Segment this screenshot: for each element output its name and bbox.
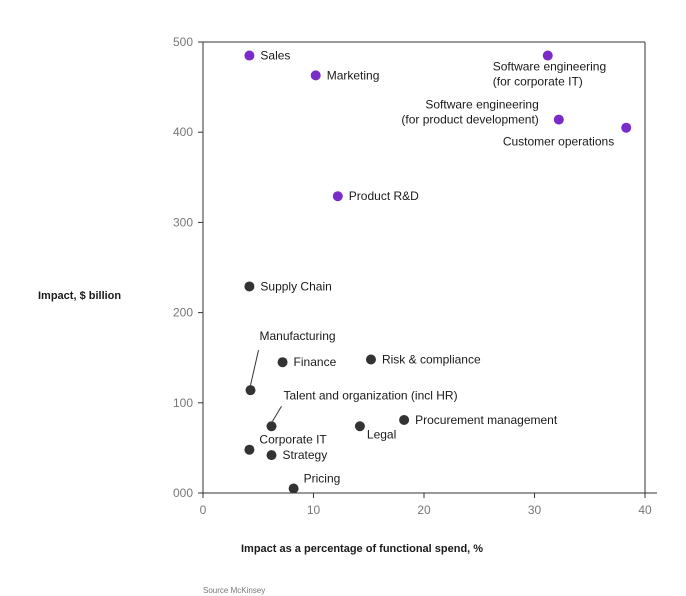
y-tick-label: 400 (173, 125, 193, 139)
point-marketing (310, 70, 321, 81)
point-product-r-d (332, 191, 343, 202)
point-customer-operations (621, 122, 632, 133)
point-label: Sales (260, 49, 290, 63)
point-label: Procurement management (415, 413, 558, 427)
point-talent-and-organization-incl-hr (266, 421, 277, 432)
point-label: Corporate IT (259, 433, 327, 447)
leader-line (272, 405, 282, 422)
x-tick-label: 0 (200, 503, 207, 517)
point-finance (277, 357, 288, 368)
point-label: Software engineering (425, 98, 538, 112)
point-strategy (266, 450, 277, 461)
y-axis-title: Impact, $ billion (38, 290, 121, 302)
point-manufacturing (245, 385, 256, 396)
x-axis-title: Impact as a percentage of functional spe… (241, 543, 483, 555)
point-label: Talent and organization (incl HR) (284, 388, 458, 402)
source-note: Source McKinsey (203, 586, 266, 595)
point-label: Strategy (283, 448, 328, 462)
axes (198, 41, 657, 498)
point-label: (for product development) (401, 113, 538, 127)
x-tick-label: 40 (638, 503, 652, 517)
y-tick-label: 100 (173, 396, 193, 410)
point-label: Marketing (327, 68, 380, 82)
point-label: Risk & compliance (382, 353, 481, 367)
x-tick-label: 10 (307, 503, 321, 517)
point-label: (for corporate IT) (493, 75, 583, 89)
point-software-engineering-for-product-development (553, 114, 564, 125)
point-label: Customer operations (503, 135, 614, 149)
leader-line (250, 350, 260, 386)
point-label: Supply Chain (260, 279, 331, 293)
x-tick-label: 30 (528, 503, 542, 517)
y-tick-label: 000 (173, 486, 193, 500)
point-label: Legal (367, 427, 396, 441)
point-legal (354, 421, 365, 432)
point-label: Product R&D (349, 189, 419, 203)
y-tick-label: 200 (173, 306, 193, 320)
tick-labels: 000 100 200 300 400 500 0 10 20 30 40 (173, 35, 652, 517)
y-tick-label: 300 (173, 215, 193, 229)
point-sales (244, 50, 255, 61)
point-label: Manufacturing (260, 329, 336, 343)
point-supply-chain (244, 281, 255, 292)
y-tick-label: 500 (173, 35, 193, 49)
point-software-engineering-for-corporate-it (542, 50, 553, 61)
point-label: Software engineering (493, 60, 606, 74)
point-label: Finance (294, 355, 337, 369)
x-tick-label: 20 (417, 503, 431, 517)
point-corporate-it (244, 444, 255, 455)
point-risk-compliance (365, 354, 376, 365)
point-procurement-management (399, 414, 410, 425)
point-label: Pricing (304, 471, 341, 485)
point-pricing (288, 483, 299, 494)
